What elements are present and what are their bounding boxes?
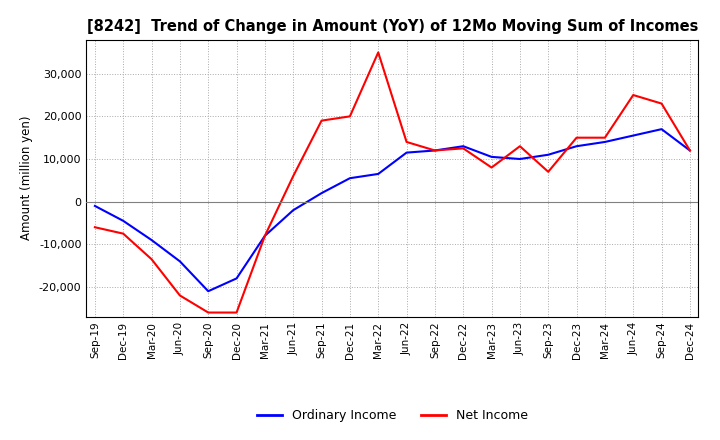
Net Income <box>459 146 467 151</box>
Ordinary Income <box>657 127 666 132</box>
Ordinary Income <box>204 289 212 294</box>
Net Income <box>346 114 354 119</box>
Net Income <box>600 135 609 140</box>
Net Income <box>657 101 666 106</box>
Ordinary Income <box>289 208 297 213</box>
Ordinary Income <box>318 191 326 196</box>
Net Income <box>685 148 694 153</box>
Ordinary Income <box>261 233 269 238</box>
Net Income <box>204 310 212 315</box>
Ordinary Income <box>544 152 552 158</box>
Ordinary Income <box>629 133 637 138</box>
Ordinary Income <box>487 154 496 160</box>
Net Income <box>261 233 269 238</box>
Line: Ordinary Income: Ordinary Income <box>95 129 690 291</box>
Net Income <box>431 148 439 153</box>
Net Income <box>402 139 411 145</box>
Ordinary Income <box>346 176 354 181</box>
Net Income <box>487 165 496 170</box>
Net Income <box>374 50 382 55</box>
Net Income <box>544 169 552 174</box>
Ordinary Income <box>374 171 382 176</box>
Ordinary Income <box>516 156 524 161</box>
Ordinary Income <box>176 259 184 264</box>
Net Income <box>148 257 156 262</box>
Ordinary Income <box>402 150 411 155</box>
Legend: Ordinary Income, Net Income: Ordinary Income, Net Income <box>252 404 533 427</box>
Net Income <box>119 231 127 236</box>
Net Income <box>516 143 524 149</box>
Net Income <box>318 118 326 123</box>
Y-axis label: Amount (million yen): Amount (million yen) <box>20 116 33 240</box>
Ordinary Income <box>91 203 99 209</box>
Net Income <box>289 173 297 179</box>
Net Income <box>176 293 184 298</box>
Ordinary Income <box>148 238 156 243</box>
Title: [8242]  Trend of Change in Amount (YoY) of 12Mo Moving Sum of Incomes: [8242] Trend of Change in Amount (YoY) o… <box>86 19 698 34</box>
Ordinary Income <box>600 139 609 145</box>
Ordinary Income <box>572 143 581 149</box>
Ordinary Income <box>233 276 241 281</box>
Ordinary Income <box>459 143 467 149</box>
Line: Net Income: Net Income <box>95 52 690 312</box>
Ordinary Income <box>119 218 127 224</box>
Net Income <box>629 92 637 98</box>
Net Income <box>572 135 581 140</box>
Net Income <box>233 310 241 315</box>
Net Income <box>91 224 99 230</box>
Ordinary Income <box>431 148 439 153</box>
Ordinary Income <box>685 148 694 153</box>
